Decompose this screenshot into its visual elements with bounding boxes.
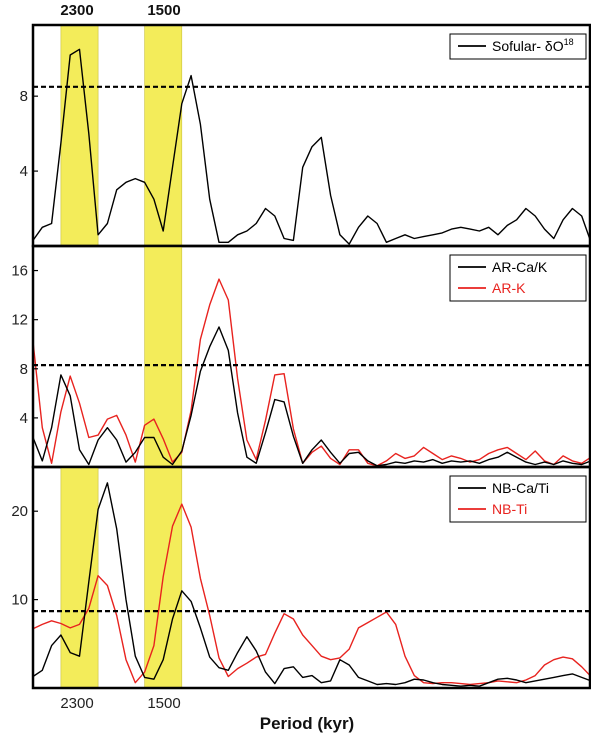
highlight-band-top-1 [60, 24, 99, 247]
y-tick-label-middle-16: 16 [11, 263, 28, 280]
bottom-axis-label-1500: 1500 [147, 695, 180, 712]
series-line-sofular-o18 [32, 48, 591, 245]
chart-panels: 4 8 Sofular- δO18 4 8 12 16 AR-Ca/K AR-K 10 20 NB-C… [11, 23, 591, 690]
legend-label-ar-ca-k: AR-Ca/K [492, 259, 548, 275]
series-line-ar-k [32, 278, 591, 467]
y-tick-label-middle-8: 8 [20, 361, 28, 378]
series-line-ar-ca-k [32, 326, 591, 467]
legend-label-nb-ti: NB-Ti [492, 501, 527, 517]
legend-box-middle [449, 254, 587, 302]
legend-label-nb-ca-ti: NB-Ca/Ti [492, 480, 549, 496]
panel-bottom: 10 20 NB-Ca/Ti NB-Ti [11, 465, 591, 690]
top-axis-label-1500: 1500 [147, 2, 180, 19]
panel-top: 4 8 Sofular- δO18 [20, 23, 591, 248]
series-line-nb-ca-ti [32, 482, 591, 687]
x-axis-title: Period (kyr) [260, 714, 354, 733]
y-tick-label-bottom-20: 20 [11, 503, 28, 520]
y-tick-label-top-8: 8 [20, 88, 28, 105]
legend-box-bottom [449, 475, 587, 523]
highlight-band-top-2 [144, 24, 183, 247]
y-tick-label-middle-12: 12 [11, 312, 28, 329]
panel-middle: 4 8 12 16 AR-Ca/K AR-K [11, 244, 591, 469]
legend-label-sofular-o18: Sofular- δO18 [492, 37, 574, 54]
legend-superscript: 18 [564, 37, 574, 47]
panel-frame-bottom [31, 465, 591, 690]
legend-bottom: NB-Ca/Ti NB-Ti [449, 475, 587, 523]
y-tick-label-middle-4: 4 [20, 410, 28, 427]
top-axis-label-2300: 2300 [60, 2, 93, 19]
legend-middle: AR-Ca/K AR-K [449, 254, 587, 302]
series-line-nb-ti [32, 503, 591, 686]
bottom-axis-label-2300: 2300 [60, 695, 93, 712]
highlight-band-middle-1 [144, 245, 183, 468]
legend-top: Sofular- δO18 [449, 33, 587, 60]
legend-label-ar-k: AR-K [492, 280, 526, 296]
y-tick-label-bottom-10: 10 [11, 592, 28, 609]
y-tick-label-top-4: 4 [20, 163, 28, 180]
